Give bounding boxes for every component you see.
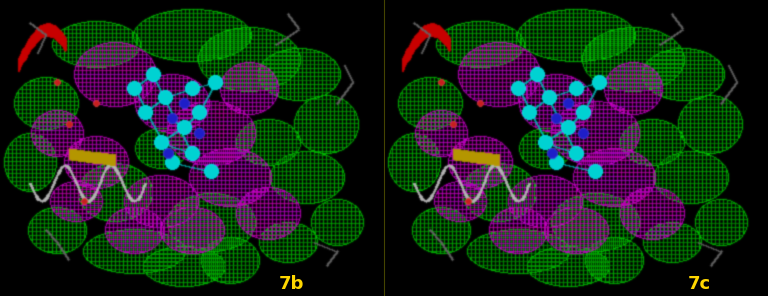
Text: 7b: 7b	[279, 275, 305, 293]
Text: 7c: 7c	[687, 275, 710, 293]
